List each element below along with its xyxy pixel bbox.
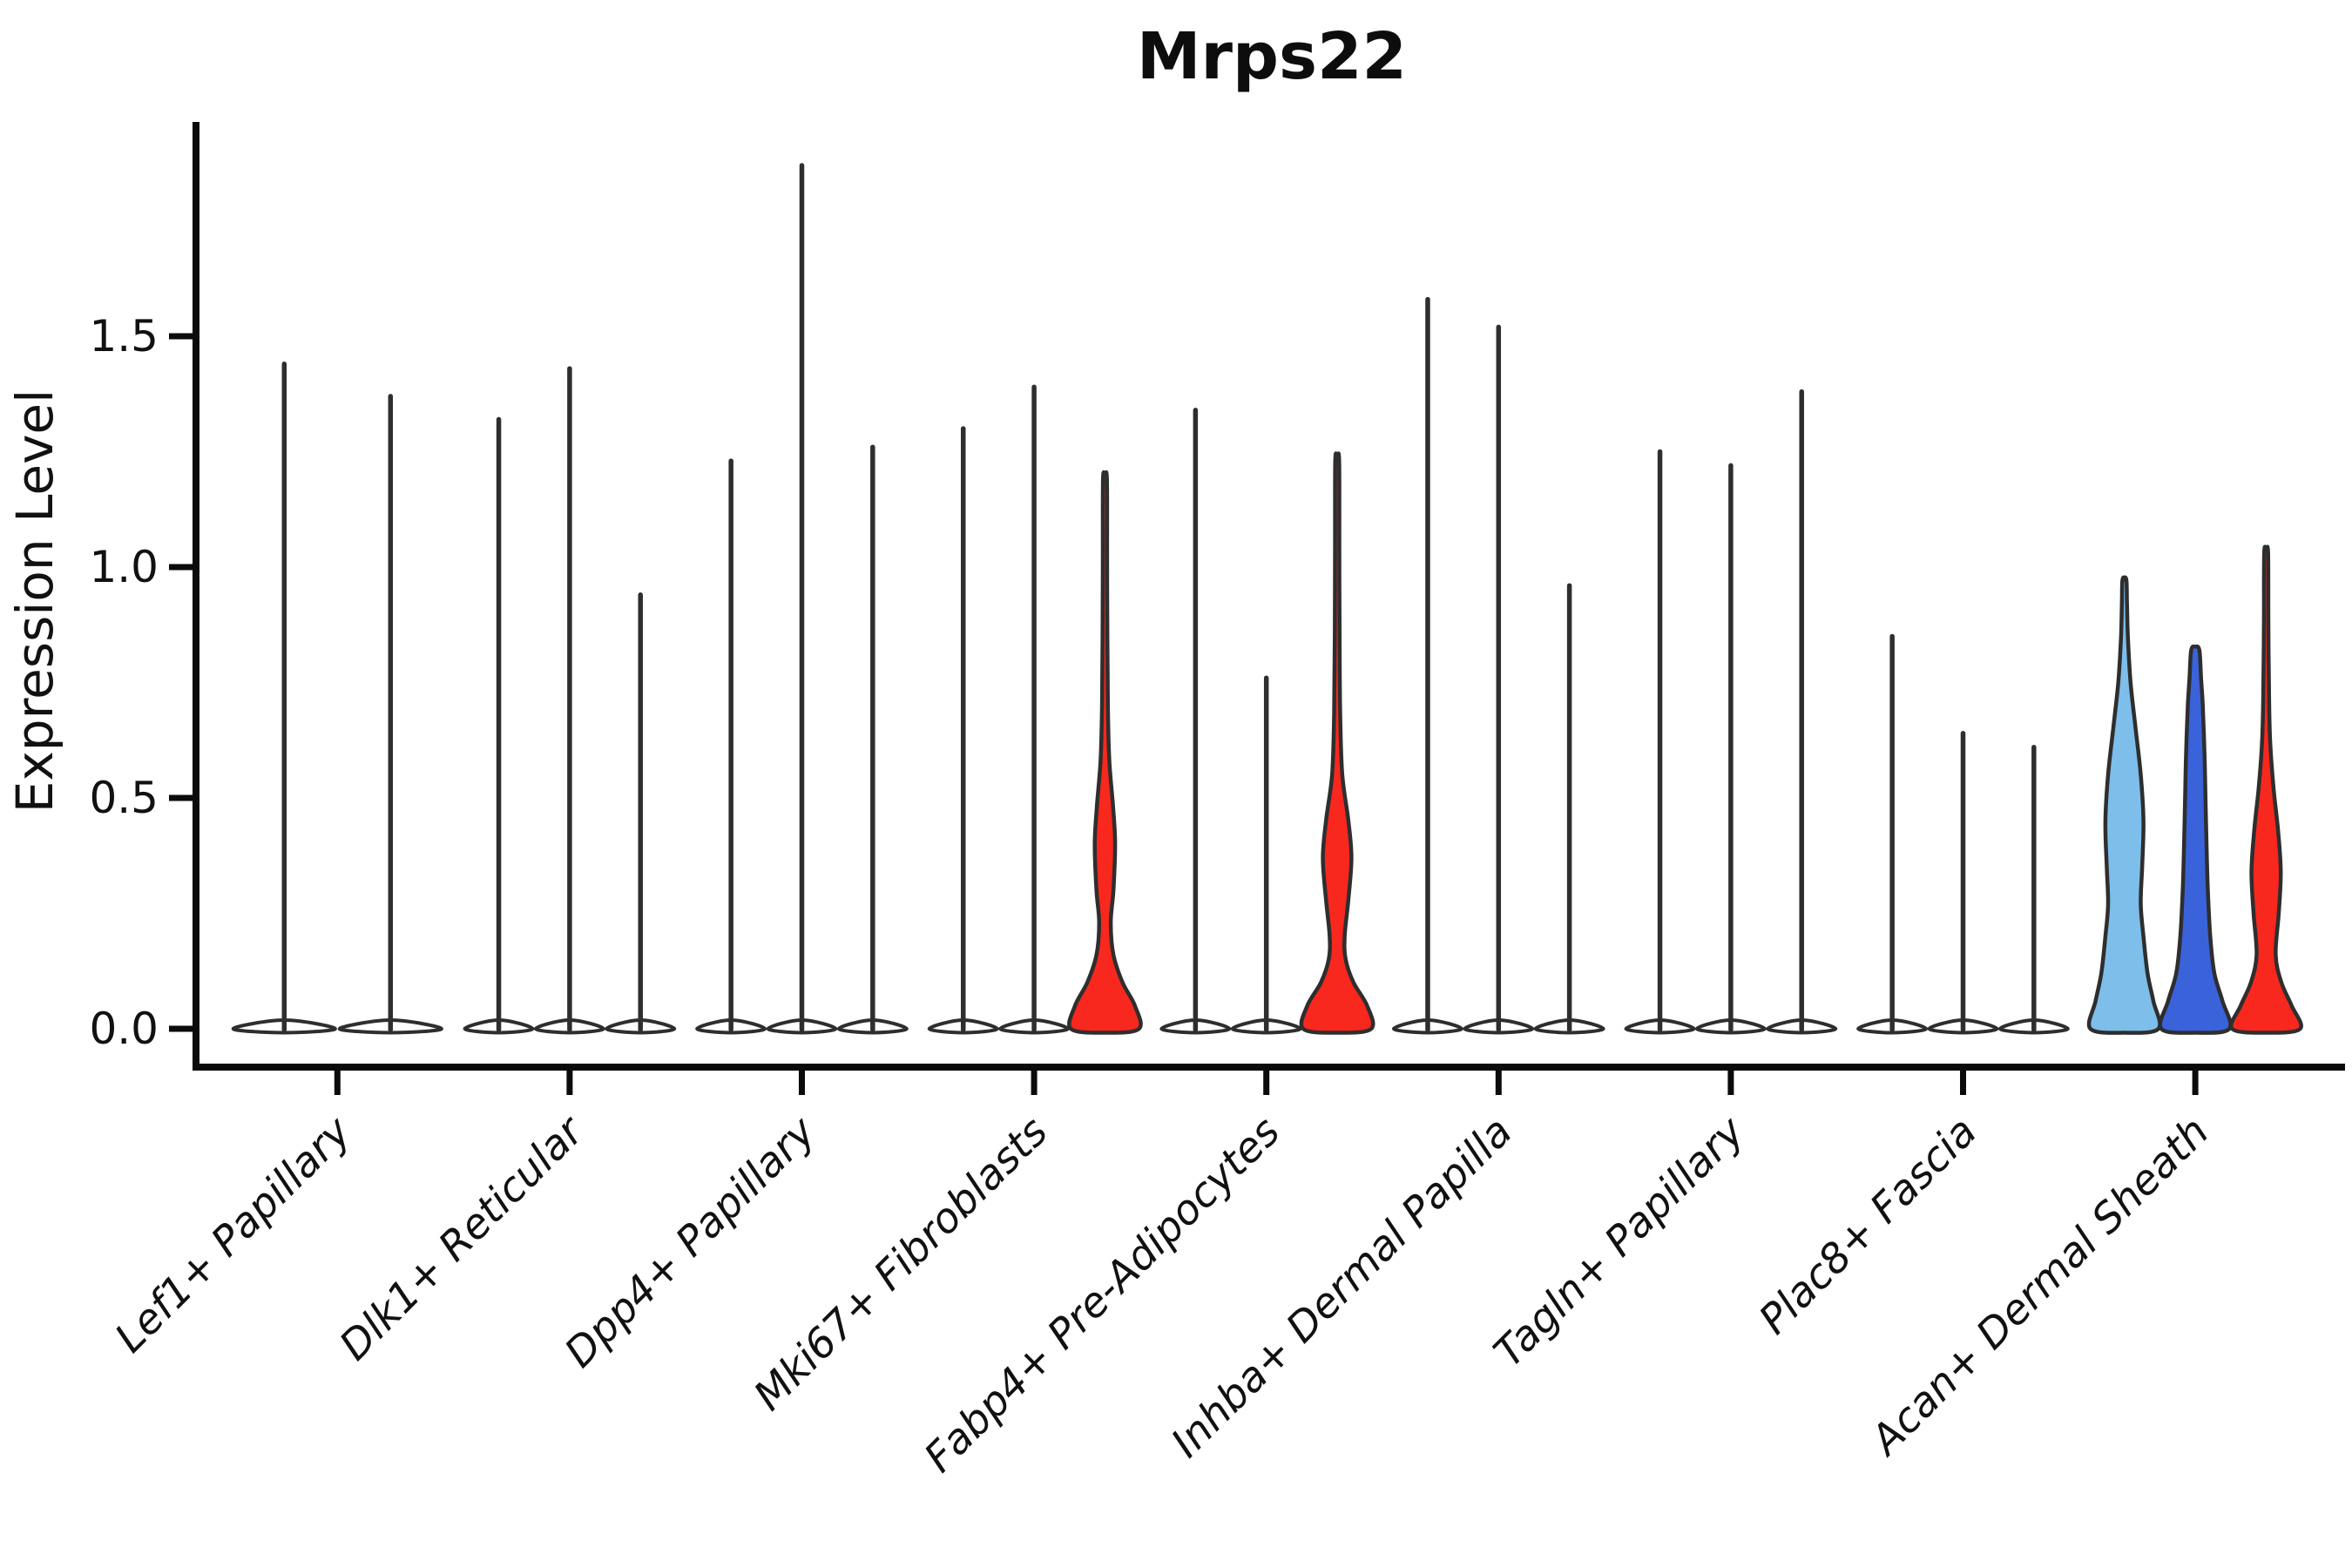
y-tick-label: 0.0: [89, 1004, 159, 1054]
violin-filled: [2229, 544, 2303, 1035]
x-tick-label: Lef1+ Papillary: [106, 1107, 362, 1362]
x-tick-label: Dlk1+ Reticular: [330, 1106, 594, 1370]
violins-layer: [231, 163, 2303, 1035]
x-axis-ticks: [334, 1067, 2199, 1095]
violin-filled: [1067, 470, 1143, 1035]
y-axis-tick-labels: 0.0 0.5 1.0 1.5: [89, 311, 159, 1054]
x-tick-label: Dpp4+ Papillary: [556, 1107, 826, 1377]
y-axis-label: Expression Level: [5, 389, 64, 813]
x-tick-label: Tagln+ Papillary: [1485, 1107, 1755, 1377]
chart-title: Mrps22: [1137, 19, 1407, 94]
violin-filled: [2086, 575, 2162, 1035]
y-tick-label: 0.5: [89, 773, 159, 823]
x-tick-label: Plac8+ Fascia: [1750, 1108, 1986, 1344]
violin-filled: [1299, 451, 1375, 1035]
y-tick-label: 1.5: [89, 311, 159, 362]
violin-filled: [2158, 644, 2233, 1035]
axes-spines: [193, 122, 2345, 1071]
y-axis-ticks: [169, 333, 196, 1032]
y-tick-label: 1.0: [89, 542, 159, 592]
